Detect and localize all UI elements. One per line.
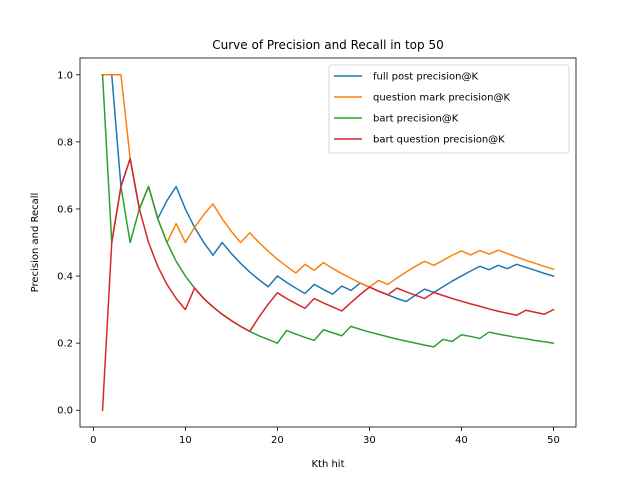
y-tick-label: 1.0	[57, 70, 73, 81]
series-line-3	[101, 73, 555, 348]
legend-label: full post precision@K	[373, 72, 478, 83]
legend: full post precision@K question mark preci…	[328, 64, 570, 154]
y-tick-label: 0.8	[57, 137, 73, 148]
plot-frame	[79, 57, 577, 428]
x-axis-label: Kth hit	[311, 459, 344, 470]
legend-label: question mark precision@K	[373, 93, 510, 104]
y-tick-label: 0.2	[57, 339, 73, 350]
series-line-4	[101, 157, 555, 412]
y-axis-label: Precision and Recall	[30, 193, 41, 293]
legend-label: bart question precision@K	[373, 135, 505, 146]
y-ticks: 0.0 0.2 0.4 0.6 0.8 1.0	[57, 70, 80, 417]
x-tick-label: 0	[90, 435, 96, 446]
x-tick-label: 40	[455, 435, 468, 446]
x-tick-label: 50	[547, 435, 560, 446]
y-tick-label: 0.0	[57, 406, 73, 417]
legend-label: bart precision@K	[373, 114, 459, 125]
x-ticks: 0 10 20 30 40 50	[90, 427, 560, 446]
x-tick-label: 10	[179, 435, 192, 446]
y-tick-label: 0.6	[57, 204, 73, 215]
y-tick-label: 0.4	[57, 272, 73, 283]
x-tick-label: 30	[363, 435, 376, 446]
series-line-1	[101, 74, 555, 303]
x-tick-label: 20	[271, 435, 284, 446]
chart-title: Curve of Precision and Recall in top 50	[212, 38, 443, 52]
series-line-2	[101, 74, 555, 288]
plot-lines	[101, 73, 555, 412]
legend-box	[328, 64, 570, 154]
